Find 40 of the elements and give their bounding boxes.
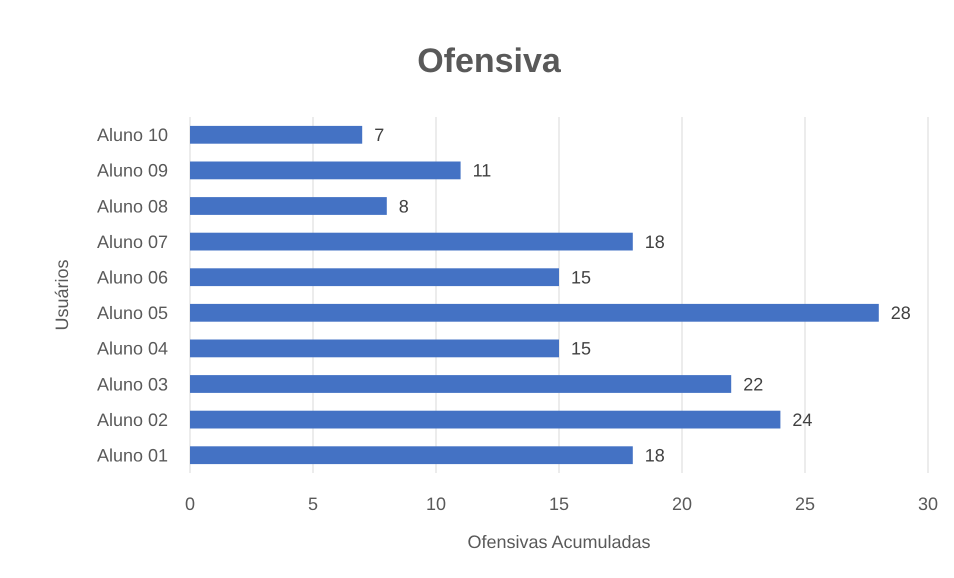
data-label: 18: [644, 446, 665, 466]
y-tick-label: Aluno 05: [96, 303, 168, 324]
bar: [190, 268, 559, 286]
bar: [190, 304, 879, 322]
bar: [190, 410, 780, 428]
y-tick-label: Aluno 03: [96, 374, 168, 394]
x-axis-title: Ofensivas Acumuladas: [467, 532, 651, 552]
y-tick-label: Aluno 01: [96, 446, 168, 466]
data-label: 24: [792, 410, 812, 430]
data-label: 7: [374, 125, 384, 146]
bar: [190, 162, 461, 180]
y-tick-label: Aluno 09: [96, 160, 168, 181]
bar: [190, 375, 732, 393]
data-label: 15: [571, 338, 592, 359]
y-axis-title: Usuários: [52, 259, 72, 331]
x-tick-label: 5: [308, 494, 318, 514]
y-tick-label: Aluno 04: [96, 338, 168, 359]
bar: [190, 446, 633, 464]
data-label: 8: [398, 196, 409, 216]
y-tick-label: Aluno 06: [96, 268, 168, 288]
bar: [190, 340, 559, 358]
y-tick-label: Aluno 02: [96, 410, 168, 430]
x-tick-label: 25: [794, 494, 816, 514]
x-tick-label: 10: [426, 494, 446, 514]
data-label: 18: [644, 232, 665, 252]
data-label: 28: [890, 303, 911, 324]
x-tick-label: 20: [672, 494, 692, 514]
y-tick-label: Aluno 08: [96, 196, 168, 216]
data-label: 11: [472, 160, 492, 181]
bar: [190, 232, 633, 250]
y-tick-label: Aluno 07: [96, 232, 168, 252]
bar: [190, 126, 362, 144]
chart-title: Ofensiva: [417, 42, 562, 80]
data-label: 22: [743, 374, 764, 394]
x-tick-label: 30: [918, 494, 938, 514]
x-tick-label: 0: [184, 494, 196, 514]
bar: [190, 197, 387, 215]
x-tick-label: 15: [548, 494, 570, 514]
y-tick-label: Aluno 10: [96, 125, 168, 146]
data-label: 15: [571, 268, 592, 288]
